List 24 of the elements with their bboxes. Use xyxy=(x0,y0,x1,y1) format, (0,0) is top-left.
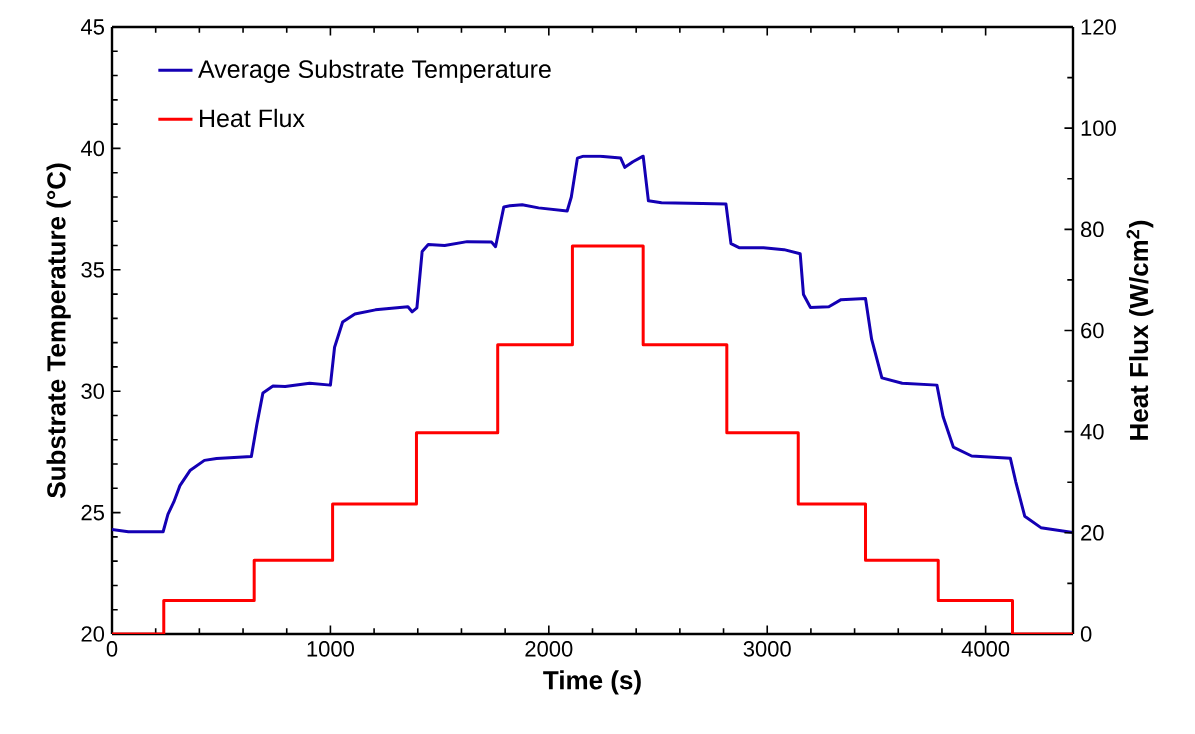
y-axis-title: Substrate Temperature (°C) xyxy=(46,163,71,498)
legend-label: Average Substrate Temperature xyxy=(198,59,551,83)
y2-tick-label: 60 xyxy=(1081,322,1104,339)
y-tick-label: 20 xyxy=(81,626,105,642)
y-tick-label: 30 xyxy=(81,383,105,399)
y2-tick-label: 120 xyxy=(1081,19,1116,35)
y2-tick-label: 40 xyxy=(1080,423,1104,440)
y-tick-label: 25 xyxy=(81,504,104,521)
x-tick-label: 1000 xyxy=(307,641,354,657)
y-tick-label: 35 xyxy=(81,262,104,278)
y2-tick-label: 20 xyxy=(1081,525,1104,541)
y2-tick-label: 0 xyxy=(1080,626,1092,642)
y-tick-label: 40 xyxy=(80,140,105,157)
y-tick-label: 45 xyxy=(80,19,104,35)
x-tick-label: 0 xyxy=(106,641,118,657)
y2-axis-title: Heat Flux (W/cm$^{2}$) xyxy=(1126,220,1154,440)
y2-tick-label: 100 xyxy=(1081,120,1116,136)
legend-label: Heat Flux xyxy=(200,108,305,128)
y2-tick-label: 80 xyxy=(1081,221,1104,238)
x-axis-title: Time (s) xyxy=(543,670,641,695)
x-tick-label: 4000 xyxy=(961,641,1010,657)
line-series xyxy=(112,154,1073,534)
x-tick-label: 2000 xyxy=(525,641,573,657)
x-tick-label: 3000 xyxy=(743,641,791,657)
